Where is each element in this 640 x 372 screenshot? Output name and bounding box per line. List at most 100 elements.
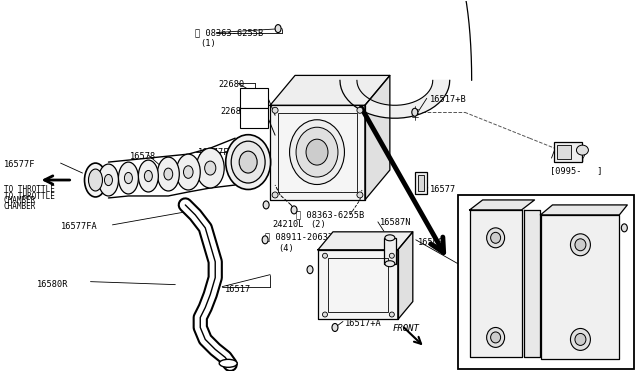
Text: CHAMBER: CHAMBER <box>4 202 36 211</box>
Ellipse shape <box>138 160 158 192</box>
Bar <box>458 195 634 369</box>
Polygon shape <box>470 210 522 357</box>
Text: (1): (1) <box>200 39 216 48</box>
Text: [0995-   ]: [0995- ] <box>550 166 603 175</box>
Ellipse shape <box>124 173 132 184</box>
Ellipse shape <box>357 107 363 113</box>
Ellipse shape <box>570 328 591 350</box>
Bar <box>418 175 424 191</box>
Ellipse shape <box>184 166 193 178</box>
Ellipse shape <box>272 192 278 198</box>
Polygon shape <box>365 76 390 200</box>
Ellipse shape <box>323 312 328 317</box>
Ellipse shape <box>226 135 271 189</box>
Ellipse shape <box>575 239 586 251</box>
Ellipse shape <box>291 206 297 214</box>
Text: 16580N: 16580N <box>350 298 381 307</box>
Ellipse shape <box>575 333 586 346</box>
Ellipse shape <box>145 170 152 182</box>
Text: 16577: 16577 <box>430 185 456 194</box>
Ellipse shape <box>621 224 627 232</box>
Ellipse shape <box>332 324 338 331</box>
Ellipse shape <box>88 169 102 191</box>
Text: FRONT: FRONT <box>393 324 420 333</box>
Ellipse shape <box>385 261 395 267</box>
Ellipse shape <box>389 312 394 317</box>
Text: TO THROTTLE: TO THROTTLE <box>4 192 54 201</box>
Text: 16580R: 16580R <box>36 280 68 289</box>
Ellipse shape <box>104 174 113 186</box>
Text: ^ 65*00 3: ^ 65*00 3 <box>575 357 617 366</box>
Bar <box>240 108 268 128</box>
Ellipse shape <box>231 141 265 183</box>
Ellipse shape <box>272 107 278 113</box>
Ellipse shape <box>84 163 106 197</box>
Ellipse shape <box>263 201 269 209</box>
Ellipse shape <box>306 139 328 165</box>
Text: Ⓝ 08911-20637: Ⓝ 08911-20637 <box>265 232 333 241</box>
Bar <box>415 172 427 194</box>
Ellipse shape <box>239 151 257 173</box>
Ellipse shape <box>205 161 216 175</box>
Text: 16577FA: 16577FA <box>61 222 97 231</box>
Text: 16526: 16526 <box>488 195 514 204</box>
Text: 16517: 16517 <box>225 285 252 294</box>
Bar <box>557 145 572 159</box>
Text: 16598: 16598 <box>602 195 628 204</box>
Polygon shape <box>470 200 534 210</box>
Text: CHAMBER: CHAMBER <box>4 196 36 205</box>
Text: 16517+A: 16517+A <box>345 320 381 328</box>
Text: Ⓑ 08363-6255B: Ⓑ 08363-6255B <box>296 210 364 219</box>
Ellipse shape <box>307 266 313 274</box>
Ellipse shape <box>323 253 328 258</box>
Text: 24210L: 24210L <box>272 220 303 229</box>
Polygon shape <box>270 76 390 105</box>
Ellipse shape <box>577 145 588 155</box>
Ellipse shape <box>296 127 338 177</box>
Text: 16578: 16578 <box>131 152 157 161</box>
Ellipse shape <box>486 228 504 248</box>
Ellipse shape <box>99 164 118 196</box>
Ellipse shape <box>262 236 268 244</box>
Bar <box>328 258 388 311</box>
Text: 16577F: 16577F <box>198 148 230 157</box>
Ellipse shape <box>220 359 237 367</box>
Text: (2): (2) <box>310 220 326 229</box>
Ellipse shape <box>176 154 200 190</box>
Text: 16546: 16546 <box>548 208 575 217</box>
Ellipse shape <box>118 162 138 194</box>
Bar <box>554 142 582 162</box>
Bar <box>240 89 268 108</box>
Text: 16517+B: 16517+B <box>430 95 467 104</box>
Text: 16577F: 16577F <box>4 160 35 169</box>
Ellipse shape <box>164 168 173 180</box>
Polygon shape <box>398 232 413 320</box>
Ellipse shape <box>486 327 504 347</box>
Ellipse shape <box>275 25 281 33</box>
Ellipse shape <box>412 108 418 116</box>
Ellipse shape <box>491 232 500 243</box>
Polygon shape <box>541 205 627 215</box>
Ellipse shape <box>385 235 395 241</box>
Polygon shape <box>524 210 540 357</box>
Ellipse shape <box>357 192 363 198</box>
Ellipse shape <box>570 234 591 256</box>
Text: 16587N: 16587N <box>380 218 412 227</box>
Text: 22680: 22680 <box>218 80 244 89</box>
Polygon shape <box>270 105 365 200</box>
Polygon shape <box>318 232 413 250</box>
Text: (4): (4) <box>278 244 294 253</box>
Ellipse shape <box>196 148 224 188</box>
Ellipse shape <box>289 120 344 185</box>
Ellipse shape <box>157 157 179 191</box>
Bar <box>278 113 357 192</box>
Text: TO THROTTLE: TO THROTTLE <box>4 185 54 194</box>
Polygon shape <box>541 215 620 359</box>
Text: 16500: 16500 <box>418 238 444 247</box>
Polygon shape <box>318 250 398 320</box>
Bar <box>384 238 396 264</box>
Polygon shape <box>340 80 450 118</box>
Text: Ⓑ 08363-6255B: Ⓑ 08363-6255B <box>195 29 264 38</box>
Text: 22683: 22683 <box>220 107 246 116</box>
Text: 22630Y: 22630Y <box>554 155 586 164</box>
